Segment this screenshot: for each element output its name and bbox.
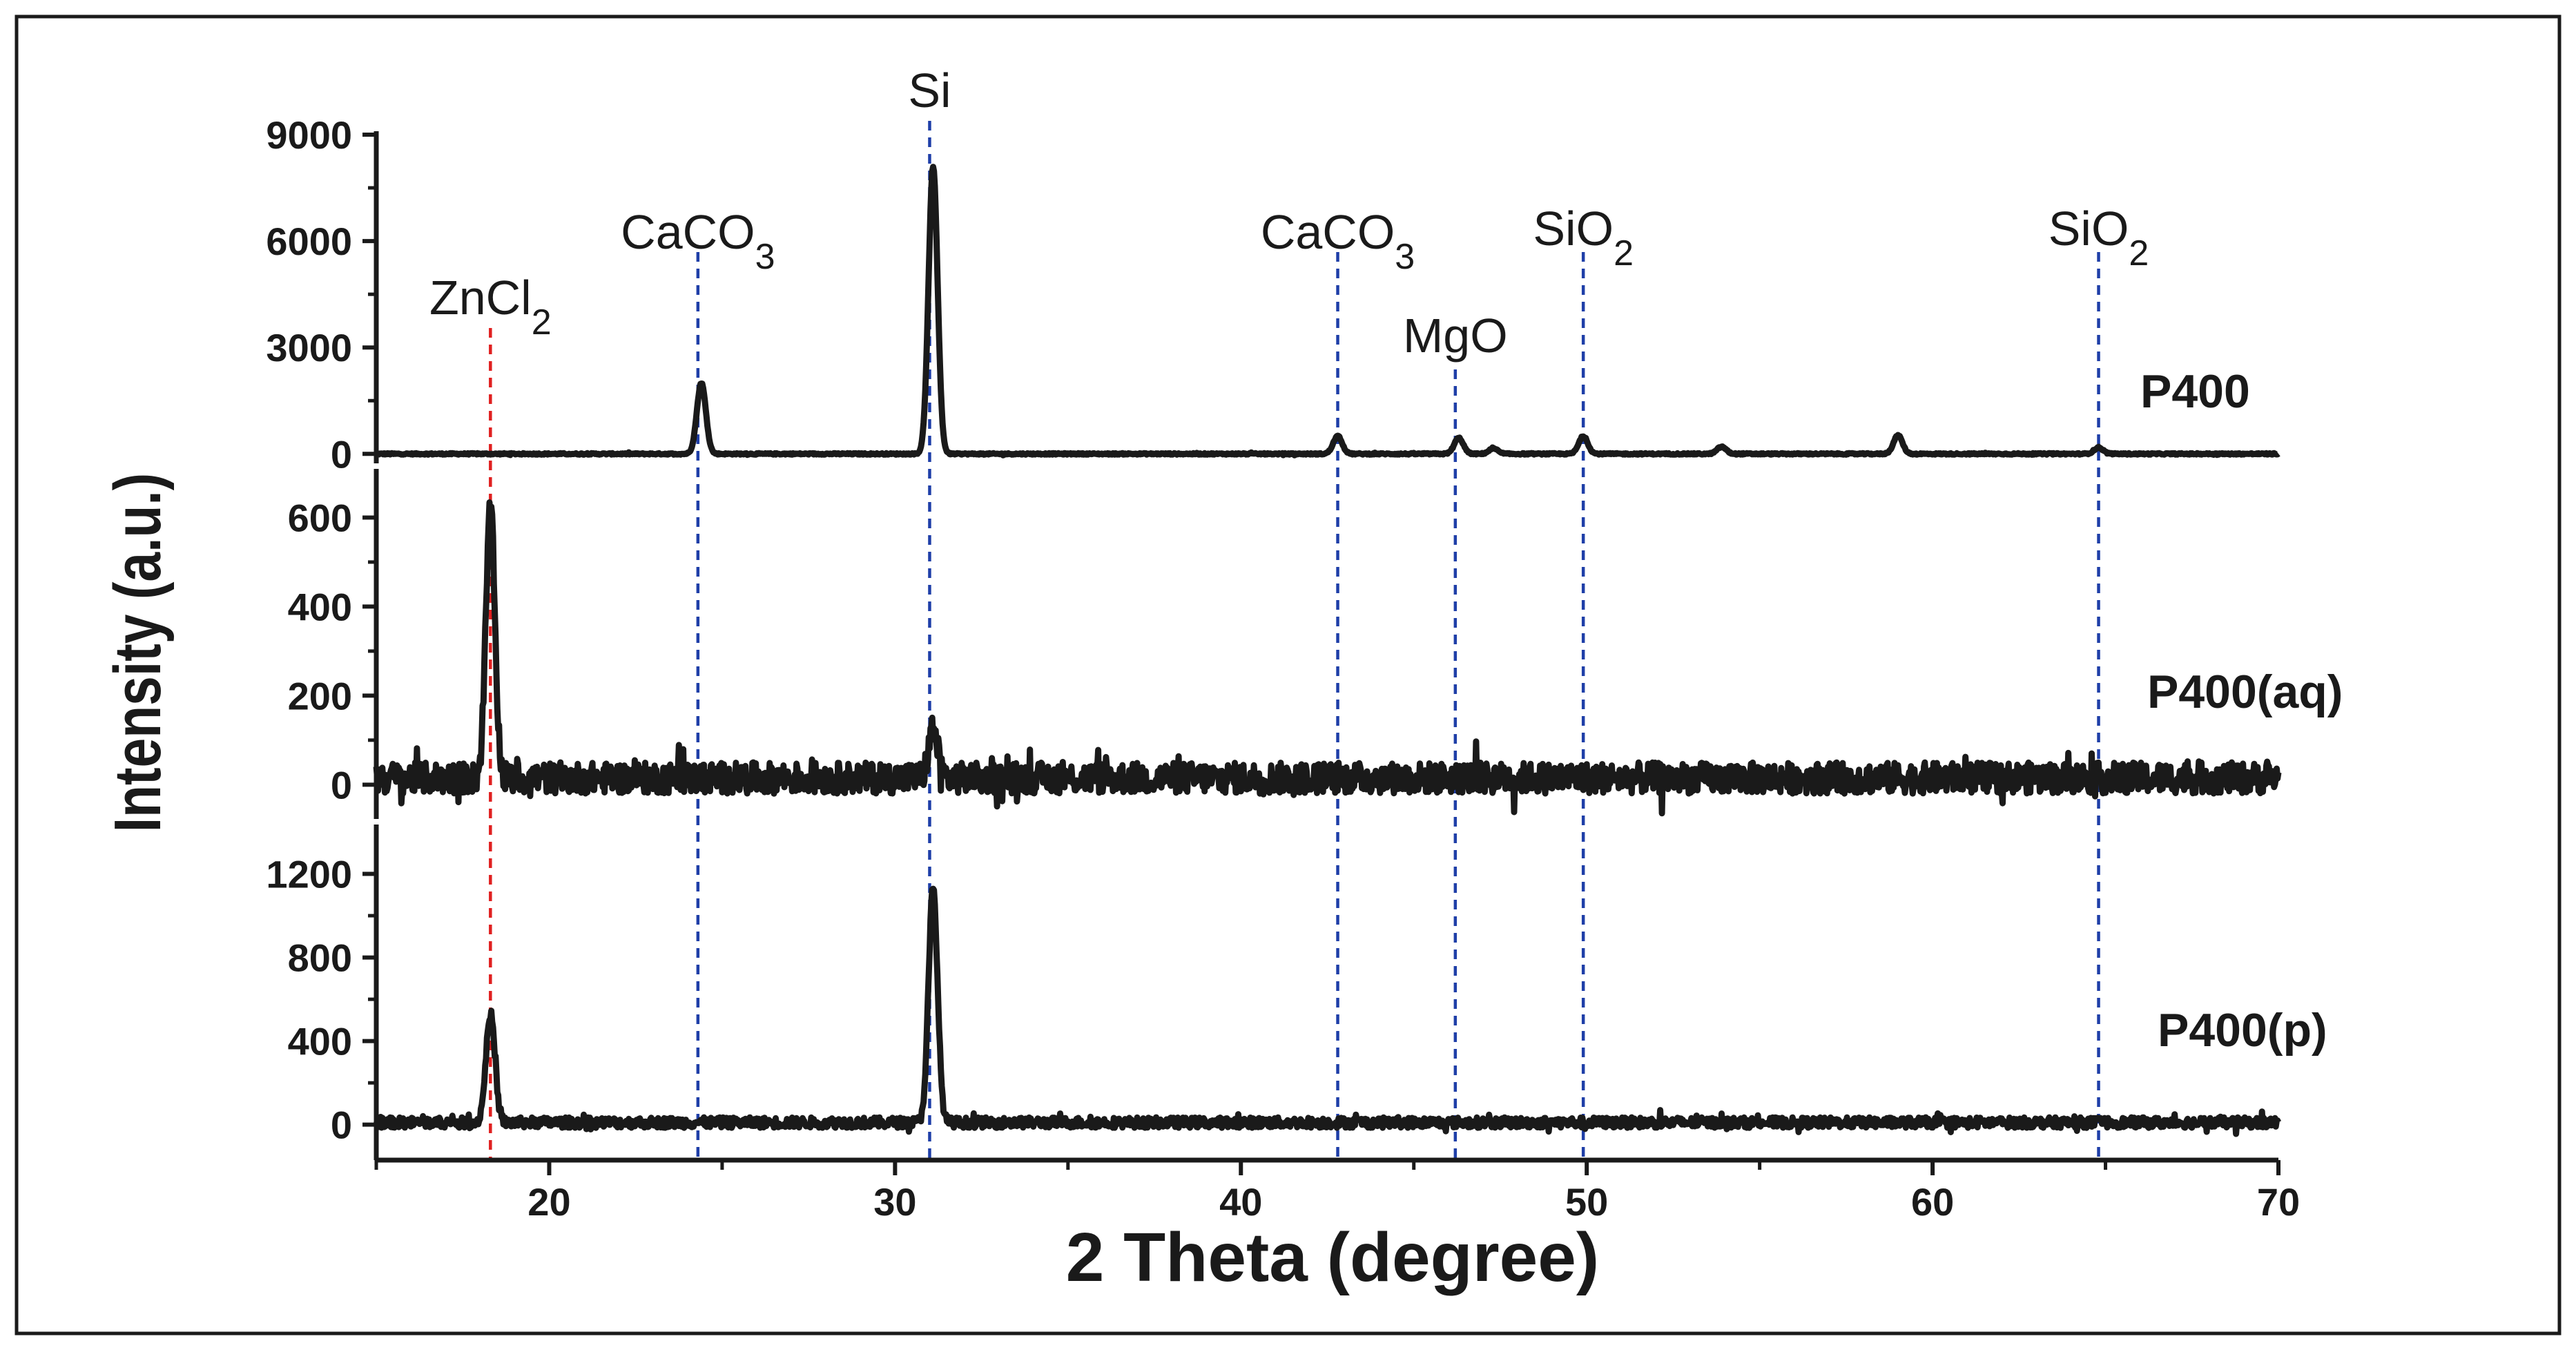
phase-label: CaCO3	[1261, 205, 1415, 277]
y-tick-label: 400	[288, 1020, 352, 1063]
trace-p400	[374, 164, 2281, 459]
trace-p400-aq-	[373, 499, 2282, 817]
figure-frame	[14, 15, 2562, 1335]
x-tick-label: 70	[2257, 1180, 2300, 1224]
series-label: P400	[2140, 365, 2250, 418]
annotations: P400 P400(aq) P400(p) ZnCl2 CaCO3 Si CaCO3 MgO S…	[429, 64, 2343, 1057]
phase-label: Si	[908, 64, 951, 117]
series-traces	[373, 164, 2282, 1137]
y-tick-label: 200	[288, 674, 352, 717]
x-tick-label: 50	[1565, 1180, 1608, 1224]
y-tick-label: 400	[288, 585, 352, 628]
phase-label: SiO2	[2049, 202, 2149, 273]
trace-p400-p-	[373, 885, 2282, 1137]
phase-label: CaCO3	[621, 205, 775, 277]
y-tick-label: 3000	[266, 326, 352, 369]
y-axis-title: Intensity (a.u.)	[101, 473, 175, 833]
x-tick-label: 30	[873, 1180, 916, 1224]
x-tick-label: 20	[527, 1180, 570, 1224]
y-tick-label: 0	[331, 763, 352, 807]
phase-label: MgO	[1403, 309, 1508, 363]
series-label: P400(p)	[2158, 1004, 2327, 1057]
phase-label: ZnCl2	[429, 271, 552, 343]
phase-label: SiO2	[1533, 202, 1634, 273]
y-tick-label: 0	[331, 432, 352, 476]
series-label: P400(aq)	[2147, 666, 2343, 718]
x-tick-label: 40	[1219, 1180, 1262, 1224]
y-tick-label: 6000	[266, 220, 352, 263]
x-tick-label: 60	[1911, 1180, 1954, 1224]
y-tick-label: 600	[288, 496, 352, 539]
y-tick-label: 800	[288, 936, 352, 980]
y-tick-label: 0	[331, 1103, 352, 1147]
x-axis-title: 2 Theta (degree)	[1066, 1219, 1599, 1296]
y-tick-label: 1200	[266, 853, 352, 896]
y-tick-label: 9000	[266, 113, 352, 157]
